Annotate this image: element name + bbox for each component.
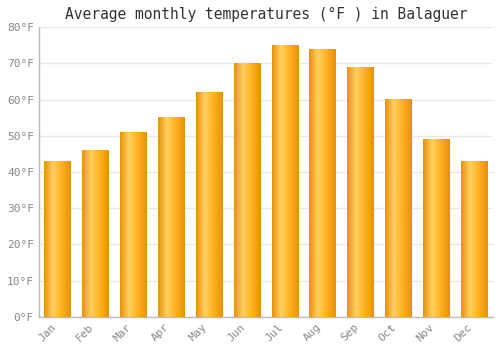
Title: Average monthly temperatures (°F ) in Balaguer: Average monthly temperatures (°F ) in Ba…: [64, 7, 467, 22]
